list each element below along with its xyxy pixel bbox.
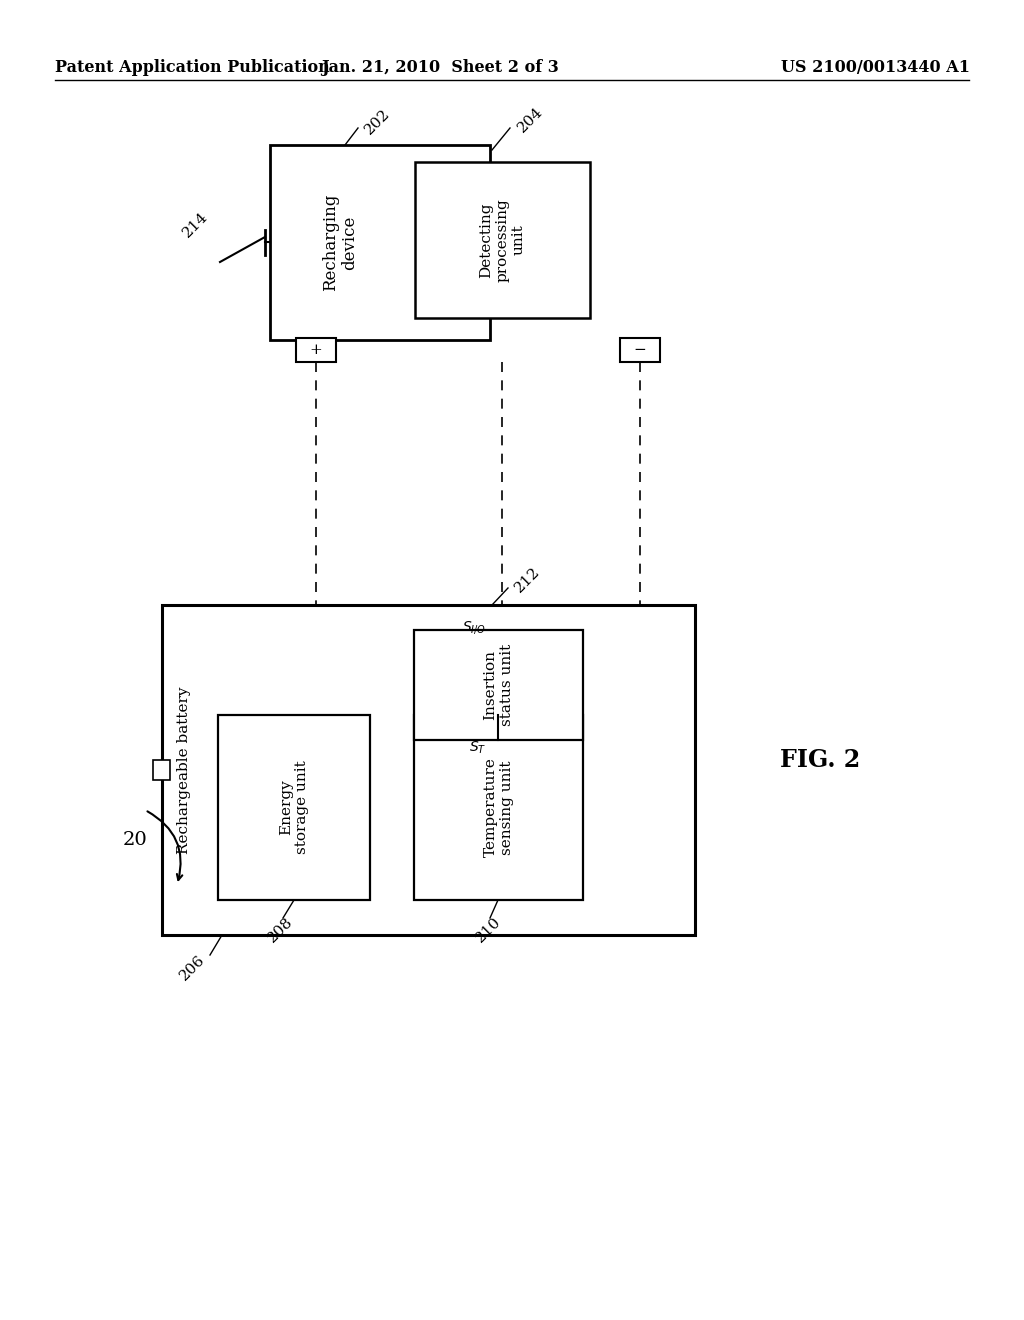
Bar: [414, 630, 583, 741]
Text: 206: 206: [177, 953, 208, 983]
Text: 208: 208: [265, 915, 295, 945]
Text: Energy
storage unit: Energy storage unit: [279, 760, 309, 854]
Bar: [162, 605, 695, 935]
Text: Recharging
device: Recharging device: [322, 194, 358, 292]
Text: −: −: [634, 343, 646, 356]
Text: 210: 210: [473, 915, 503, 945]
Text: Temperature
sensing unit: Temperature sensing unit: [483, 758, 514, 858]
Bar: [218, 715, 370, 900]
Text: US 2100/0013440 A1: US 2100/0013440 A1: [781, 59, 970, 77]
Text: 212: 212: [512, 565, 543, 595]
Text: FIG. 2: FIG. 2: [780, 748, 860, 772]
Bar: [415, 162, 590, 318]
Text: 202: 202: [362, 107, 392, 137]
Text: Jan. 21, 2010  Sheet 2 of 3: Jan. 21, 2010 Sheet 2 of 3: [322, 59, 559, 77]
Bar: [153, 760, 170, 780]
Bar: [414, 715, 583, 900]
Text: 204: 204: [515, 104, 546, 135]
Text: $S_T$: $S_T$: [469, 739, 486, 756]
Text: Patent Application Publication: Patent Application Publication: [55, 59, 330, 77]
Text: 20: 20: [123, 832, 147, 849]
Bar: [270, 145, 490, 341]
Text: Insertion
status unit: Insertion status unit: [483, 644, 514, 726]
Text: $S_{I/O}$: $S_{I/O}$: [462, 619, 486, 636]
Text: +: +: [309, 343, 323, 356]
Text: Detecting
processing
unit: Detecting processing unit: [479, 198, 525, 282]
Text: 214: 214: [179, 210, 210, 240]
Bar: [620, 338, 660, 362]
Text: Rechargeable battery: Rechargeable battery: [177, 686, 191, 854]
Bar: [296, 338, 336, 362]
